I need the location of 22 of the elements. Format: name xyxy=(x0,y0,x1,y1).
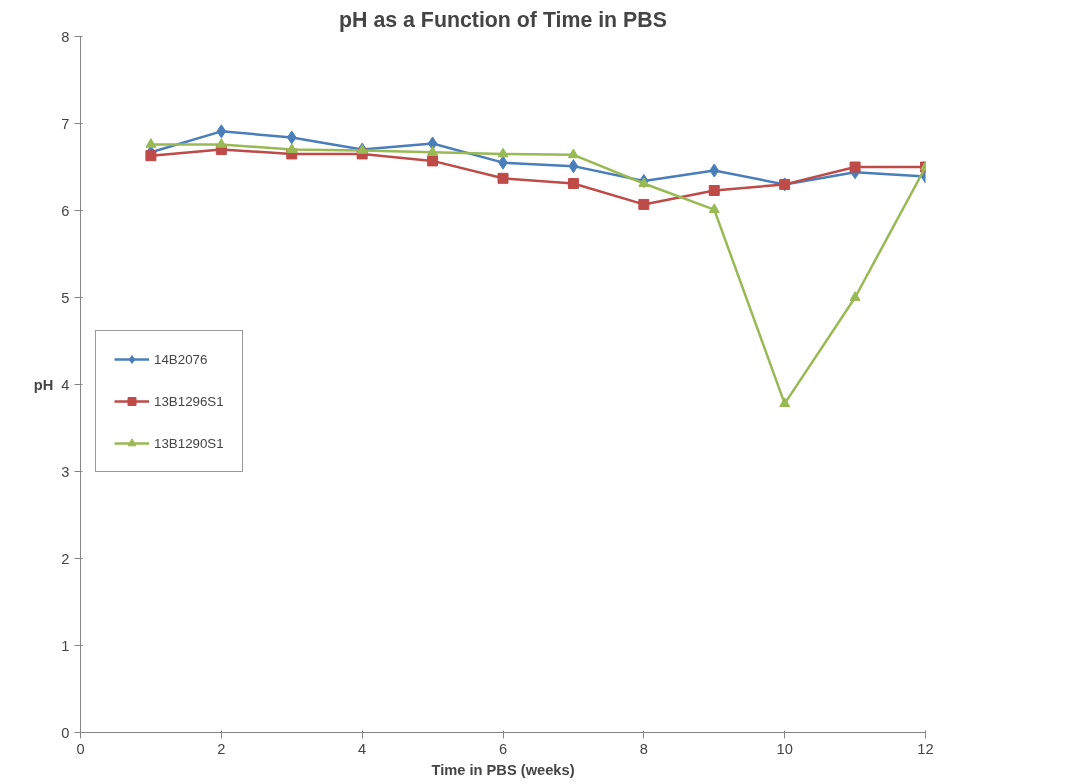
y-tick-label: 8 xyxy=(61,28,70,45)
x-tick-label: 6 xyxy=(498,740,508,757)
legend-label: 14B2076 xyxy=(154,351,208,367)
y-tick-label: 3 xyxy=(61,463,70,480)
y-tick-label: 1 xyxy=(61,637,70,654)
legend-label: 13B1290S1 xyxy=(154,435,224,451)
x-axis-title: Time in PBS (weeks) xyxy=(431,761,575,778)
x-tick-label: 8 xyxy=(639,740,648,757)
x-tick-label: 4 xyxy=(358,740,367,757)
x-tick-label: 0 xyxy=(76,740,85,757)
y-tick-label: 7 xyxy=(61,115,70,132)
chart-title: pH as a Function of Time in PBS xyxy=(339,7,667,32)
x-tick-label: 10 xyxy=(776,740,793,757)
y-tick-label: 4 xyxy=(61,376,70,393)
x-tick-label: 2 xyxy=(217,740,226,757)
y-tick-label: 5 xyxy=(61,289,70,306)
legend-label: 13B1296S1 xyxy=(154,393,224,409)
y-tick-label: 2 xyxy=(61,550,70,567)
y-tick-label: 0 xyxy=(61,724,70,741)
y-axis-title: pH xyxy=(33,376,54,393)
y-tick-label: 6 xyxy=(61,202,70,219)
x-tick-label: 12 xyxy=(917,740,934,757)
